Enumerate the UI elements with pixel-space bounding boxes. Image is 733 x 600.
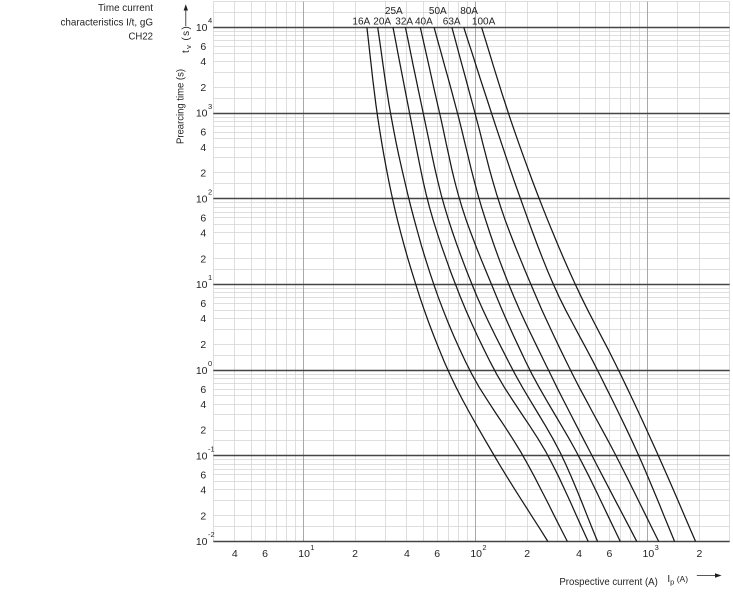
svg-text:10: 10 bbox=[196, 279, 208, 291]
svg-text:4: 4 bbox=[200, 142, 206, 154]
svg-text:6: 6 bbox=[200, 298, 206, 310]
svg-text:2: 2 bbox=[352, 548, 358, 560]
svg-text:20A: 20A bbox=[373, 16, 391, 27]
svg-text:2: 2 bbox=[482, 543, 486, 552]
svg-text:1: 1 bbox=[208, 273, 212, 282]
svg-text:2: 2 bbox=[524, 548, 530, 560]
svg-text:4: 4 bbox=[576, 548, 582, 560]
svg-text:25A: 25A bbox=[385, 6, 403, 17]
svg-text:Ip (A): Ip (A) bbox=[667, 574, 688, 586]
svg-text:50A: 50A bbox=[429, 6, 447, 17]
svg-text:10: 10 bbox=[196, 450, 208, 462]
svg-text:10: 10 bbox=[196, 365, 208, 377]
svg-text:2: 2 bbox=[200, 339, 206, 351]
svg-text:6: 6 bbox=[262, 548, 268, 560]
svg-text:4: 4 bbox=[200, 399, 206, 411]
svg-text:32A: 32A bbox=[395, 16, 413, 27]
svg-text:10: 10 bbox=[196, 536, 208, 548]
svg-text:6: 6 bbox=[200, 469, 206, 481]
svg-text:Prospective current (A): Prospective current (A) bbox=[559, 576, 657, 588]
svg-text:6: 6 bbox=[606, 548, 612, 560]
svg-text:4: 4 bbox=[404, 548, 410, 560]
svg-text:CH22: CH22 bbox=[129, 31, 154, 43]
svg-text:3: 3 bbox=[208, 102, 212, 111]
svg-text:characteristics I/t, gG: characteristics I/t, gG bbox=[61, 16, 154, 28]
svg-text:16A: 16A bbox=[352, 16, 370, 27]
svg-text:6: 6 bbox=[200, 41, 206, 53]
svg-text:10: 10 bbox=[196, 193, 208, 205]
svg-text:Time current: Time current bbox=[98, 2, 153, 14]
svg-text:6: 6 bbox=[200, 127, 206, 139]
svg-text:-2: -2 bbox=[208, 530, 215, 539]
svg-text:4: 4 bbox=[200, 228, 206, 240]
svg-text:4: 4 bbox=[232, 548, 238, 560]
svg-text:2: 2 bbox=[208, 188, 212, 197]
svg-text:4: 4 bbox=[200, 313, 206, 325]
svg-text:63A: 63A bbox=[443, 16, 461, 27]
svg-text:2: 2 bbox=[200, 425, 206, 437]
svg-text:4: 4 bbox=[208, 16, 212, 25]
svg-text:6: 6 bbox=[200, 384, 206, 396]
svg-text:100A: 100A bbox=[472, 16, 496, 27]
svg-text:tv (s): tv (s) bbox=[181, 25, 193, 53]
svg-text:10: 10 bbox=[196, 22, 208, 34]
svg-text:0: 0 bbox=[208, 359, 212, 368]
svg-text:1: 1 bbox=[310, 543, 314, 552]
svg-text:2: 2 bbox=[696, 548, 702, 560]
svg-text:2: 2 bbox=[200, 253, 206, 265]
svg-text:4: 4 bbox=[200, 56, 206, 68]
svg-text:3: 3 bbox=[655, 543, 659, 552]
svg-text:10: 10 bbox=[470, 548, 482, 560]
svg-text:10: 10 bbox=[298, 548, 310, 560]
svg-text:10: 10 bbox=[643, 548, 655, 560]
svg-text:40A: 40A bbox=[415, 16, 433, 27]
svg-text:4: 4 bbox=[200, 485, 206, 497]
svg-text:-1: -1 bbox=[208, 445, 215, 454]
svg-text:10: 10 bbox=[196, 108, 208, 120]
svg-text:80A: 80A bbox=[460, 6, 478, 17]
svg-text:6: 6 bbox=[200, 212, 206, 224]
svg-text:2: 2 bbox=[200, 82, 206, 94]
svg-text:2: 2 bbox=[200, 510, 206, 522]
svg-text:Prearcing time (s): Prearcing time (s) bbox=[176, 69, 187, 144]
svg-text:2: 2 bbox=[200, 168, 206, 180]
svg-text:6: 6 bbox=[434, 548, 440, 560]
